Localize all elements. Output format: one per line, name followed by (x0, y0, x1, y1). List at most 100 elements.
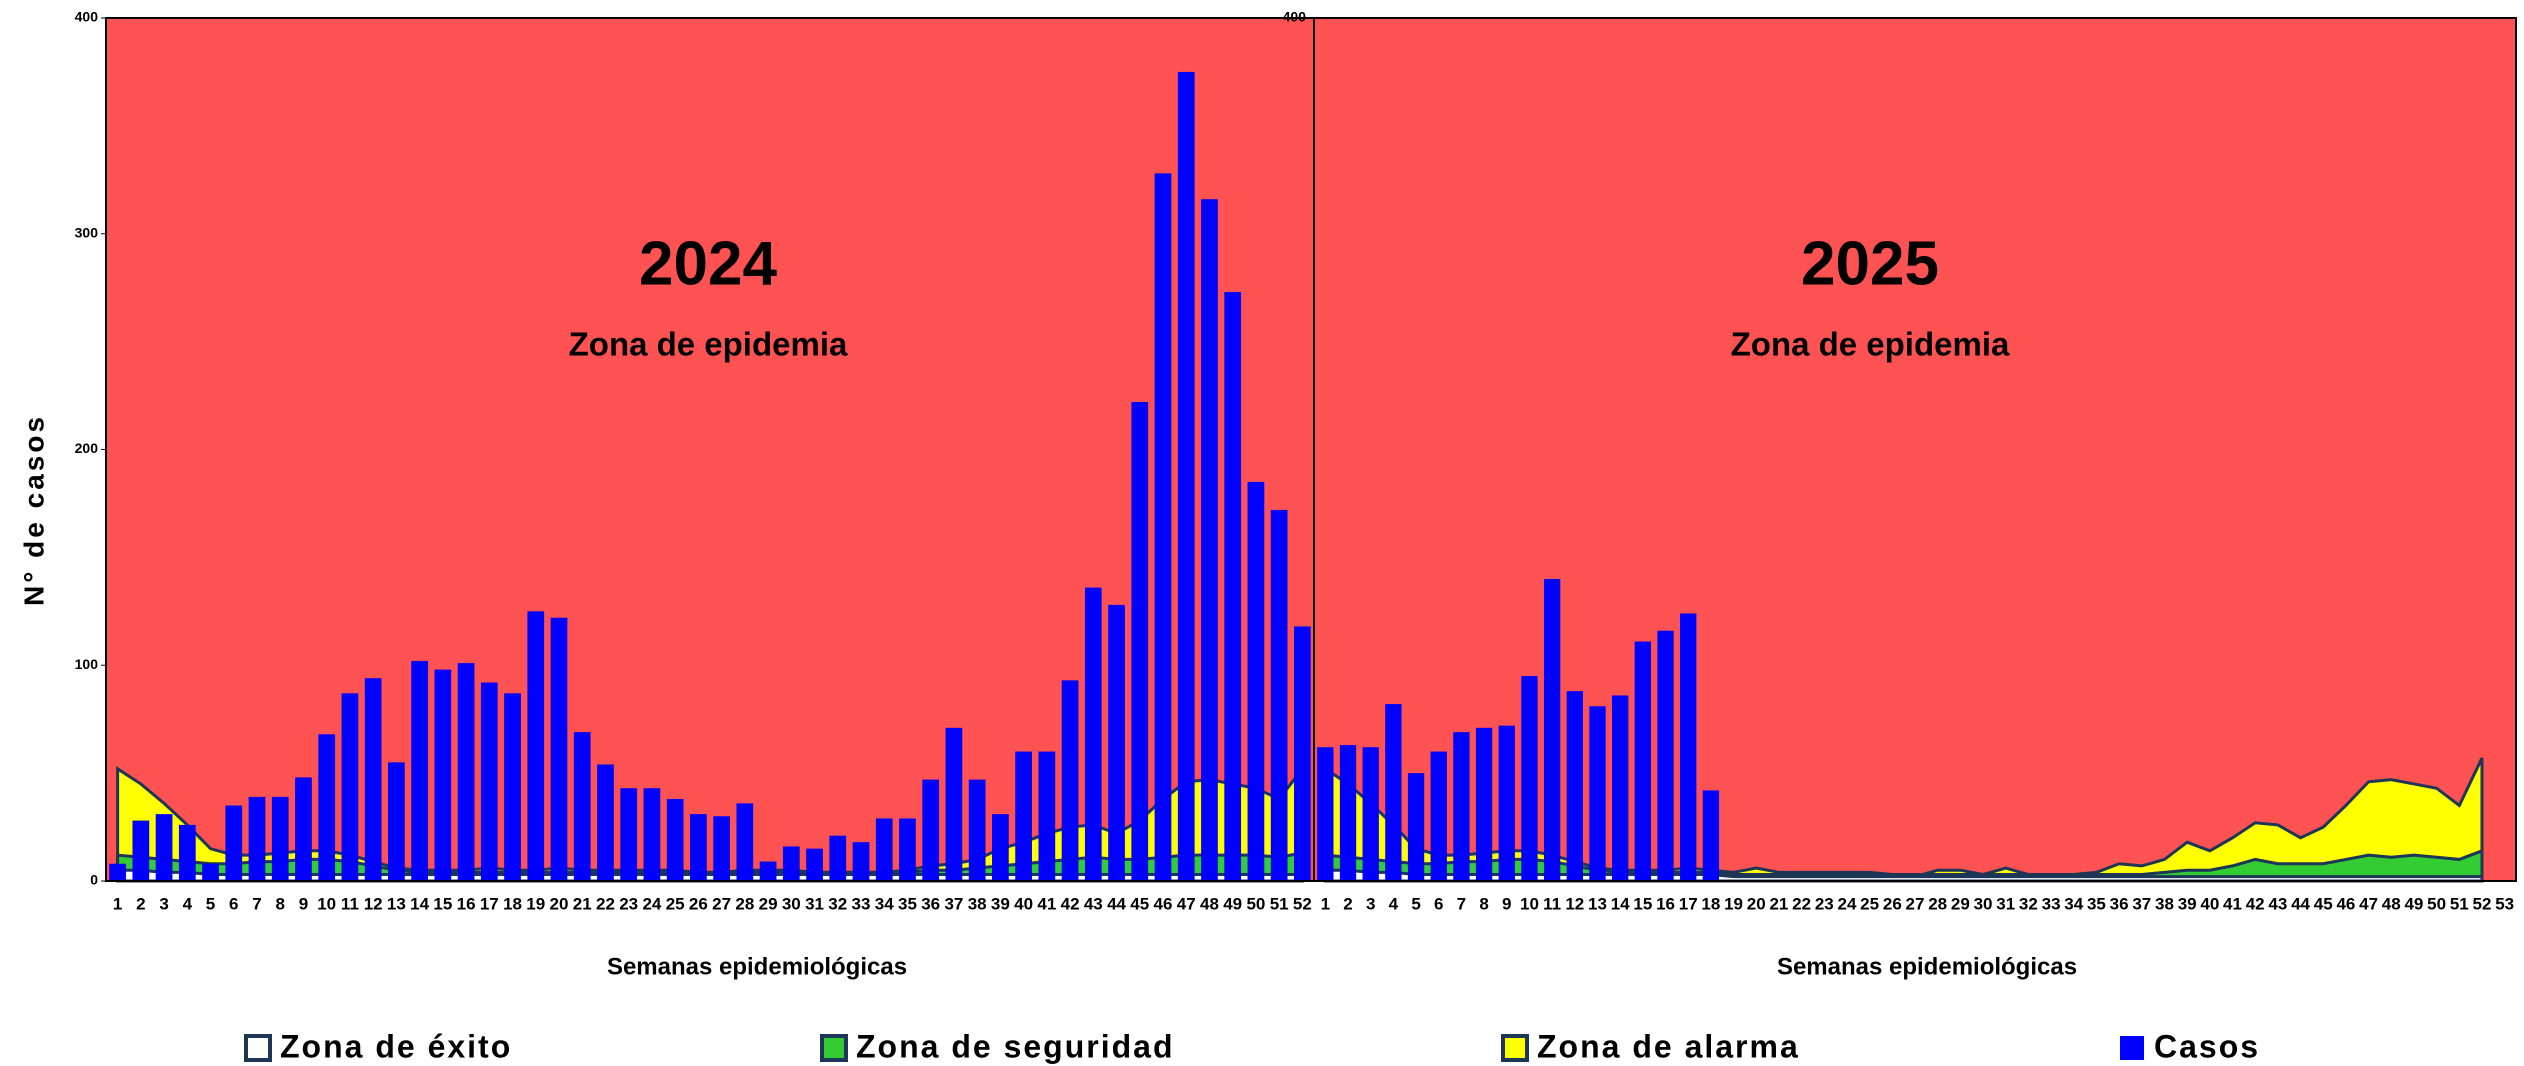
bar (1061, 680, 1079, 881)
x-tick-label: 1 (1321, 894, 1330, 913)
x-tick-label: 13 (1588, 894, 1607, 913)
x-tick-label: 27 (1906, 894, 1925, 913)
x-tick-label: 1 (113, 894, 122, 913)
x-tick-label: 29 (1951, 894, 1970, 913)
x-tick-label: 44 (1107, 894, 1126, 913)
x-axis-label: Semanas epidemiológicas (607, 953, 907, 980)
plot-frame (1313, 17, 2517, 882)
x-tick-label: 10 (1520, 894, 1539, 913)
y-tick-label: 0 (90, 872, 98, 888)
x-tick-label: 23 (619, 894, 638, 913)
y-axis-label: N° de casos (18, 414, 49, 606)
x-tick-label: 42 (1061, 894, 1080, 913)
legend-swatch (1501, 1034, 1529, 1062)
bar (178, 824, 196, 881)
bar (155, 814, 173, 881)
bar (271, 796, 289, 881)
bar (1038, 751, 1056, 881)
x-tick-label: 14 (410, 894, 429, 913)
x-tick-label: 29 (759, 894, 778, 913)
x-tick-label: 38 (968, 894, 987, 913)
bar (1612, 695, 1629, 881)
bar (852, 842, 870, 881)
bar (1317, 747, 1334, 881)
bar (109, 863, 126, 881)
bar (1521, 676, 1538, 881)
x-tick-label: 46 (2336, 894, 2355, 913)
bar (1339, 745, 1357, 881)
bar (1247, 481, 1265, 881)
legend-swatch (2120, 1036, 2144, 1060)
x-tick-label: 4 (183, 894, 193, 913)
bar (202, 863, 219, 881)
bar (527, 611, 545, 881)
bar (1702, 790, 1720, 881)
legend-label: Casos (2154, 1028, 2260, 1064)
x-tick-label: 19 (1724, 894, 1743, 913)
x-tick-label: 2 (136, 894, 145, 913)
bar (504, 693, 521, 881)
zone-annotation: Zona de epidemia (1731, 326, 2010, 363)
x-tick-label: 37 (944, 894, 963, 913)
x-tick-label: 7 (1457, 894, 1466, 913)
y-tick-label: 400 (75, 9, 99, 25)
x-tick-label: 44 (2291, 894, 2310, 913)
bar (759, 861, 777, 881)
x-tick-label: 17 (480, 894, 499, 913)
x-tick-label: 39 (991, 894, 1010, 913)
x-tick-label: 31 (805, 894, 824, 913)
x-tick-label: 7 (252, 894, 261, 913)
x-tick-label: 24 (642, 894, 661, 913)
panel-title: 2024 (639, 229, 777, 298)
bar (968, 779, 986, 881)
x-tick-label: 33 (2042, 894, 2061, 913)
x-tick-label: 41 (1037, 894, 1056, 913)
bar (992, 814, 1009, 881)
x-tick-label: 16 (1656, 894, 1675, 913)
bar (1453, 732, 1470, 881)
bar (782, 846, 800, 881)
x-tick-label: 47 (2359, 894, 2378, 913)
x-tick-label: 21 (573, 894, 592, 913)
x-tick-label: 43 (2268, 894, 2287, 913)
bar (1407, 773, 1425, 881)
bar (899, 818, 916, 881)
x-tick-label: 20 (1747, 894, 1766, 913)
bar (388, 762, 405, 881)
bar (1543, 578, 1561, 881)
x-tick-label: 4 (1389, 894, 1399, 913)
x-tick-label: 20 (550, 894, 569, 913)
bar (806, 848, 823, 881)
x-tick-label: 34 (875, 894, 894, 913)
bar (875, 818, 893, 881)
x-tick-label: 11 (1543, 894, 1561, 913)
x-tick-label: 13 (387, 894, 406, 913)
x-tick-label: 45 (1130, 894, 1149, 913)
x-tick-label: 32 (828, 894, 847, 913)
bar (1108, 604, 1125, 881)
y-tick-label: 200 (75, 440, 99, 456)
x-tick-label: 3 (1366, 894, 1375, 913)
x-tick-label: 8 (275, 894, 284, 913)
bar (480, 682, 498, 881)
x-tick-label: 12 (364, 894, 383, 913)
y-tick-label: 100 (75, 656, 99, 672)
x-tick-label: 8 (1479, 894, 1488, 913)
legend-swatch (820, 1034, 848, 1062)
bar (922, 779, 940, 881)
x-tick-label: 50 (1246, 894, 1265, 913)
bar (457, 663, 475, 881)
x-tick-label: 47 (1177, 894, 1196, 913)
bar (1224, 292, 1242, 881)
x-tick-label: 53 (2495, 894, 2514, 913)
x-tick-label: 34 (2064, 894, 2083, 913)
legend-label: Zona de seguridad (856, 1028, 1174, 1064)
legend-label: Zona de alarma (1537, 1028, 1800, 1064)
x-tick-label: 52 (2473, 894, 2492, 913)
bar (573, 732, 591, 881)
bar (1475, 727, 1493, 881)
bar (1154, 173, 1172, 882)
x-tick-label: 38 (2155, 894, 2174, 913)
